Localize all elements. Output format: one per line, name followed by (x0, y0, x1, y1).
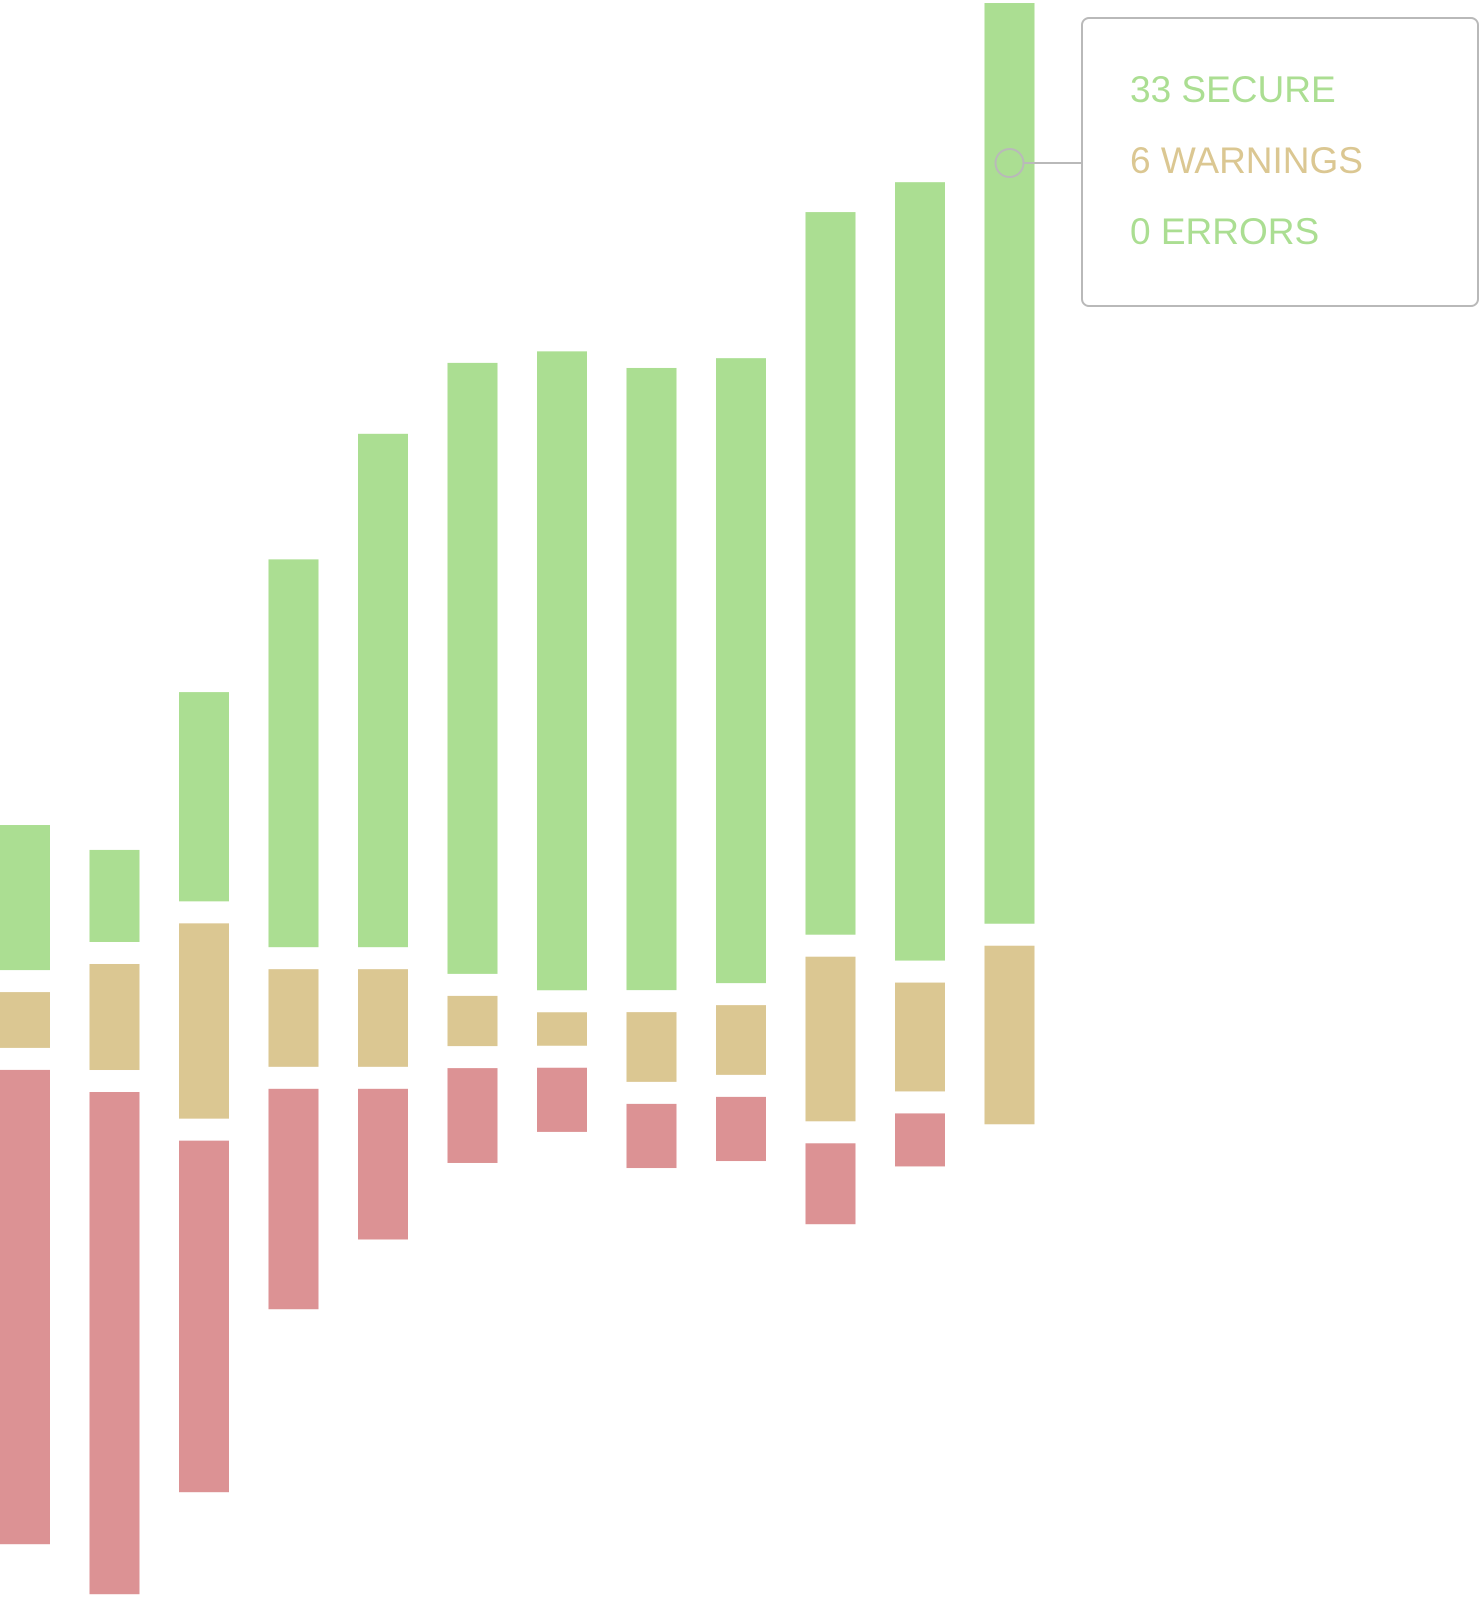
bar-warnings-2[interactable] (89, 963, 140, 1071)
bar-secure-10[interactable] (805, 212, 856, 935)
bar-warnings-3[interactable] (179, 923, 229, 1119)
bar-errors-3[interactable] (179, 1140, 229, 1493)
highlight-marker[interactable] (994, 148, 1025, 178)
bar-errors-2[interactable] (89, 1092, 140, 1595)
bar-secure-4[interactable] (268, 559, 319, 948)
tooltip: 33 SECURE 6 WARNINGS 0 ERRORS (1081, 17, 1479, 307)
bar-errors-5[interactable] (358, 1088, 408, 1240)
bar-groups (0, 3, 1035, 1595)
bar-warnings-8[interactable] (626, 1012, 677, 1082)
bar-warnings-9[interactable] (716, 1005, 766, 1075)
bar-warnings-11[interactable] (895, 982, 945, 1092)
bar-warnings-10[interactable] (805, 956, 856, 1122)
bar-errors-4[interactable] (268, 1088, 319, 1310)
bar-secure-7[interactable] (537, 351, 587, 991)
bar-warnings-7[interactable] (537, 1012, 587, 1046)
bar-errors-10[interactable] (805, 1143, 856, 1225)
bar-errors-11[interactable] (895, 1113, 945, 1167)
bar-errors-7[interactable] (537, 1067, 587, 1132)
bar-secure-6[interactable] (447, 362, 498, 974)
bar-errors-6[interactable] (447, 1068, 498, 1163)
bar-secure-12[interactable] (984, 3, 1035, 924)
bar-secure-9[interactable] (716, 358, 766, 984)
tooltip-secure-count: 33 SECURE (1130, 69, 1336, 110)
bar-secure-3[interactable] (179, 692, 229, 902)
bar-secure-8[interactable] (626, 367, 677, 991)
tooltip-errors-count: 0 ERRORS (1130, 211, 1320, 252)
bar-secure-5[interactable] (358, 433, 408, 948)
bar-secure-2[interactable] (89, 849, 140, 942)
bar-secure-11[interactable] (895, 182, 945, 961)
bar-errors-8[interactable] (626, 1103, 677, 1169)
tooltip-warnings-count: 6 WARNINGS (1130, 140, 1363, 181)
bar-secure-1[interactable] (0, 825, 50, 971)
bar-warnings-5[interactable] (358, 969, 408, 1067)
bar-warnings-1[interactable] (0, 992, 50, 1048)
bar-errors-1[interactable] (0, 1069, 50, 1545)
bar-warnings-12[interactable] (984, 945, 1035, 1125)
bar-warnings-6[interactable] (447, 995, 498, 1047)
bar-errors-9[interactable] (716, 1096, 766, 1162)
bar-warnings-4[interactable] (268, 969, 319, 1067)
